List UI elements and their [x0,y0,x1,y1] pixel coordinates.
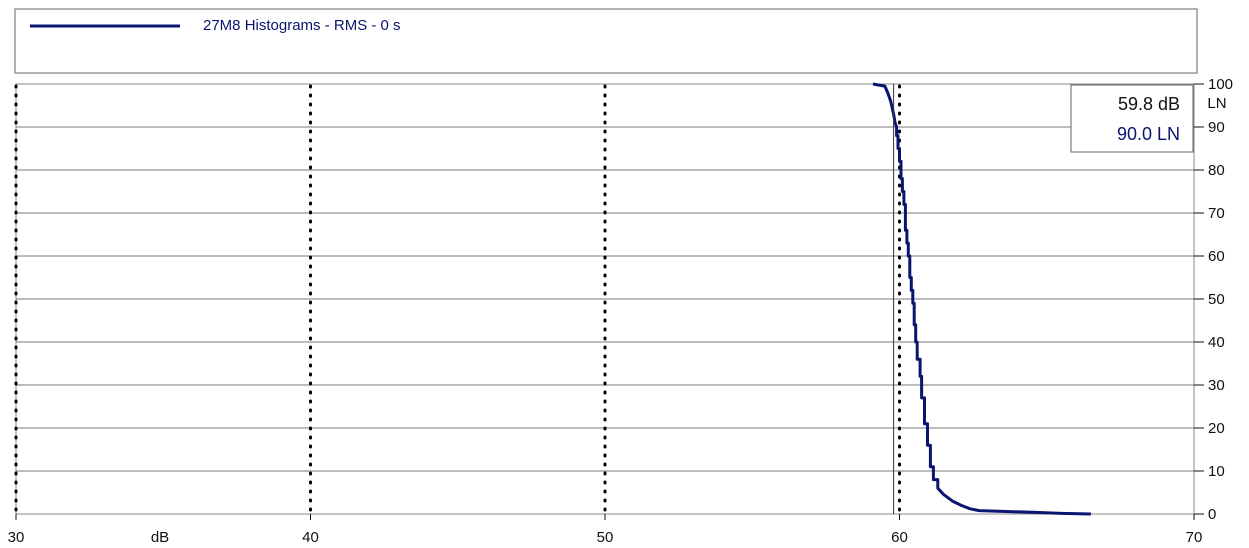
y-tick-label: 30 [1208,377,1225,394]
x-tick-label: 70 [1186,529,1203,546]
legend-label: 27M8 Histograms - RMS - 0 s [203,17,401,34]
y-axis-label: LN [1207,95,1226,112]
y-tick-label: 50 [1208,291,1225,308]
series-layer [872,82,1091,516]
y-tick-label: 60 [1208,248,1225,265]
x-tick-label: 40 [302,529,319,546]
cursor-readout-db: 59.8 dB [1118,94,1180,114]
y-tick-label: 0 [1208,506,1216,523]
cursor-readout-ln: 90.0 LN [1117,124,1180,144]
tick-labels: 0 10 20 30 40 50 60 70 80 90 100 30 40 50 60 70 [8,76,1233,546]
y-tick-label: 100 [1208,76,1233,93]
y-tick-label: 10 [1208,463,1225,480]
y-tick-label: 80 [1208,162,1225,179]
y-tick-label: 40 [1208,334,1225,351]
x-tick-label: 30 [8,529,25,546]
y-tick-label: 90 [1208,119,1225,136]
series-line [872,82,1091,516]
x-tick-label: 60 [891,529,908,546]
y-tick-label: 20 [1208,420,1225,437]
x-axis-label: dB [151,529,169,546]
x-tick-label: 50 [597,529,614,546]
legend-box [14,8,1198,74]
y-tick-label: 70 [1208,205,1225,222]
cursor-readout-box [1070,84,1194,153]
